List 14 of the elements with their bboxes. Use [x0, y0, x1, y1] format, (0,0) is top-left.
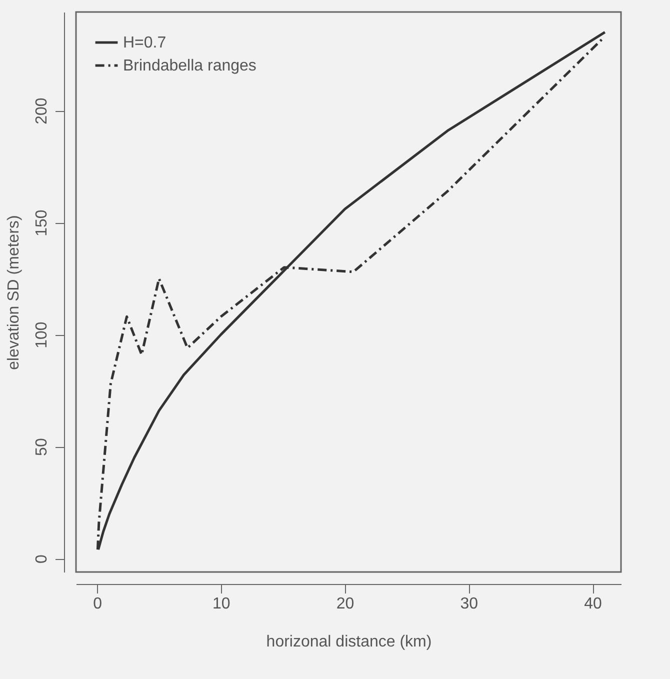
x-tick-label: 0	[93, 596, 102, 612]
y-tick-label: 0	[34, 554, 50, 564]
x-tick-label: 10	[212, 596, 230, 612]
y-tick-label: 100	[34, 322, 50, 348]
x-tick-label: 20	[336, 596, 354, 612]
y-tick-label: 150	[34, 210, 50, 236]
y-tick-label: 50	[34, 438, 50, 456]
y-axis-title: elevation SD (meters)	[6, 215, 22, 370]
legend-label: H=0.7	[123, 34, 166, 52]
x-tick-label: 40	[584, 596, 602, 612]
x-tick-label: 30	[460, 596, 478, 612]
y-tick-label: 200	[34, 98, 50, 124]
x-axis-title: horizonal distance (km)	[266, 634, 432, 650]
legend-label: Brindabella ranges	[123, 58, 256, 74]
